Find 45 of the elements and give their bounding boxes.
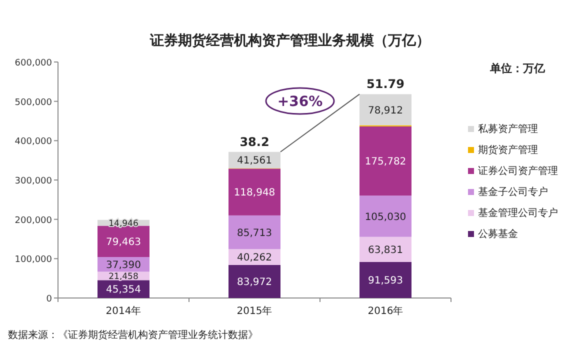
legend-label: 期货资产管理 <box>478 144 538 156</box>
source-note: 数据来源：《证券期货经营机构资产管理业务统计数据》 <box>8 329 258 341</box>
legend-label: 私募资产管理 <box>478 123 538 135</box>
bar <box>98 226 150 258</box>
y-tick-label: 0 <box>46 294 52 304</box>
chart-title: 证券期货经营机构资产管理业务规模（万亿） <box>149 32 430 49</box>
legend-label: 基金子公司专户 <box>478 186 548 198</box>
bar <box>360 196 412 237</box>
data-label: 175,782 <box>364 156 406 168</box>
y-tick-label: 200,000 <box>14 216 52 226</box>
x-tick-label: 2016年 <box>368 305 404 317</box>
bar <box>360 236 412 262</box>
data-label: 91,593 <box>368 276 403 287</box>
data-label: 78,912 <box>368 105 403 116</box>
x-tick-label: 2015年 <box>236 305 272 317</box>
legend-label: 公募基金 <box>478 228 518 240</box>
annotation: 51.79 <box>366 77 404 92</box>
data-label: 21,458 <box>108 272 138 282</box>
annotation: +36% <box>277 94 323 110</box>
legend-label: 基金管理公司专户 <box>478 207 558 219</box>
y-tick-label: 300,000 <box>14 176 52 186</box>
y-tick-label: 100,000 <box>14 255 52 266</box>
data-label: 45,354 <box>106 284 141 296</box>
data-label: 37,390 <box>106 260 141 271</box>
data-label: 79,463 <box>106 236 141 248</box>
annotation: 38.2 <box>240 134 270 149</box>
data-label: 63,831 <box>368 245 403 256</box>
y-tick-label: 600,000 <box>14 58 52 68</box>
x-tick-label: 2014年 <box>106 305 142 317</box>
data-label: 85,713 <box>237 228 272 239</box>
y-tick-label: 400,000 <box>14 137 52 148</box>
data-label: 41,561 <box>237 156 272 167</box>
bar <box>228 168 280 216</box>
data-label: 40,262 <box>237 252 272 264</box>
data-label: 105,030 <box>364 212 406 223</box>
data-label: 118,948 <box>234 188 276 199</box>
bar <box>228 264 280 298</box>
bar <box>360 94 412 126</box>
bar <box>228 215 280 250</box>
bar <box>360 262 412 298</box>
legend-label: 证券公司资产管理 <box>478 165 558 177</box>
bar <box>360 126 412 196</box>
y-tick-label: 500,000 <box>14 98 52 108</box>
data-label: 83,972 <box>237 277 272 288</box>
text: 单位：万亿 <box>489 62 546 75</box>
